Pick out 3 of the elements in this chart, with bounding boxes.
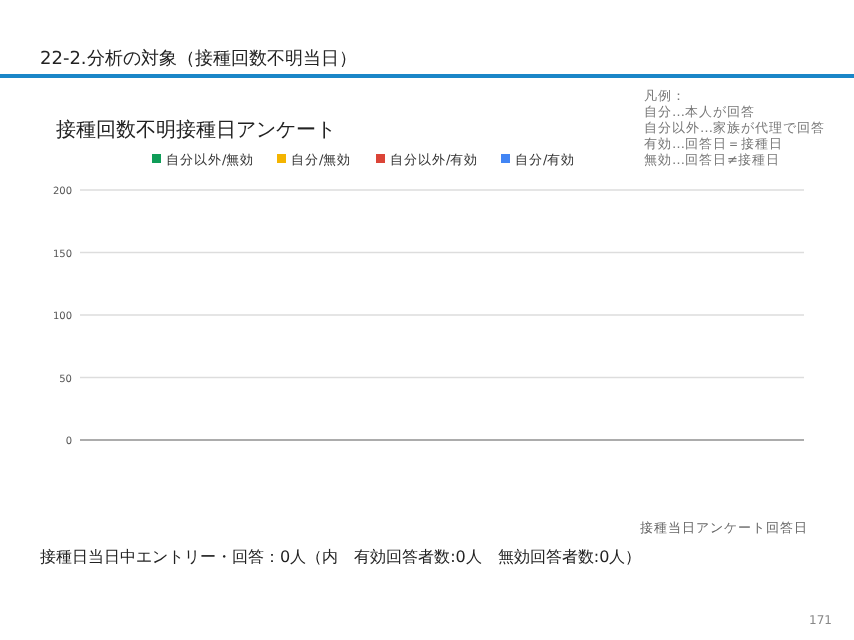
chart-subtitle: 接種回数不明接種日アンケート xyxy=(56,118,336,142)
chart-title: 22-2.分析の対象（接種回数不明当日） xyxy=(40,48,357,70)
text: 接種日当日中エントリー・回答：0人（内 有効回答者数:0人 無効回答者数:0人） xyxy=(40,548,642,566)
